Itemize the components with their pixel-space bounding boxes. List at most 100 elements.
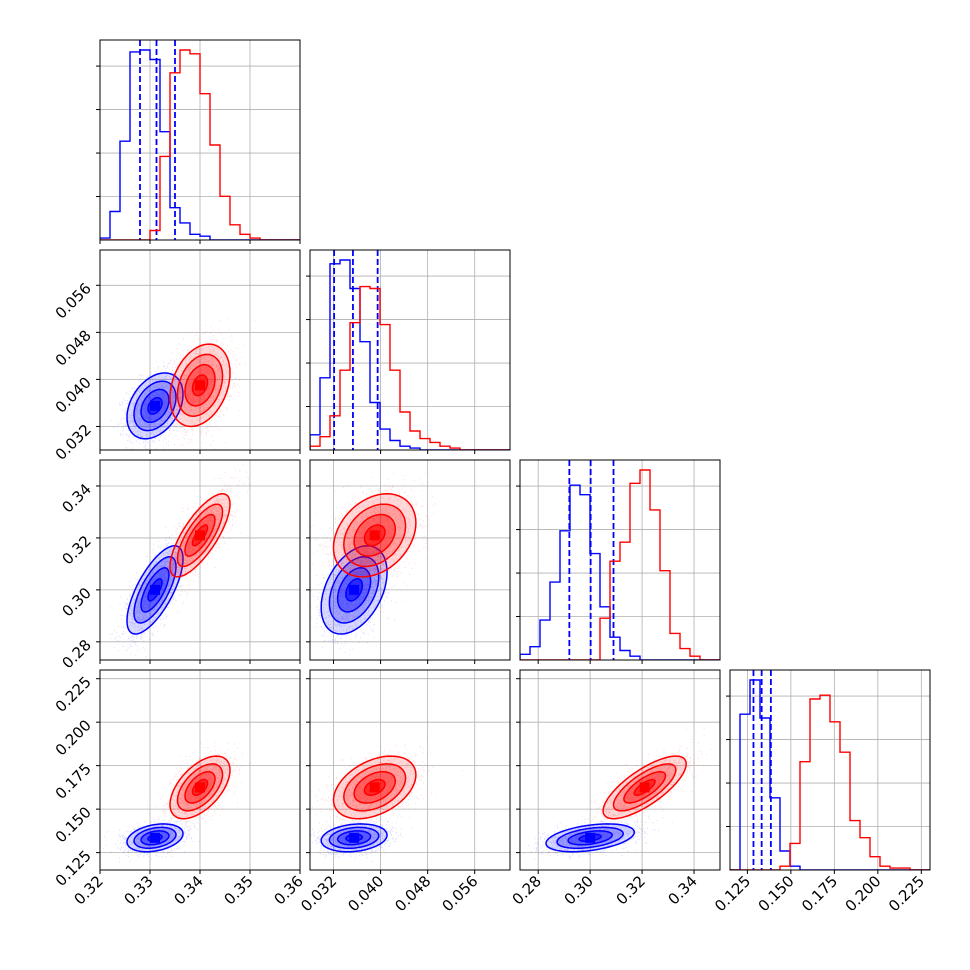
y-tick-label: 0.30 [58, 584, 94, 620]
panel-3-1: 0.032 0.040 0.048 0.056 [297, 669, 511, 915]
panel-2-0: 0.28 0.30 0.32 0.34 [58, 459, 301, 672]
density-peak-0 [349, 832, 360, 843]
contour-line-1 [176, 353, 224, 417]
panel-2-2 [516, 459, 721, 664]
y-tick-label: 0.056 [52, 279, 95, 322]
y-tick-label: 0.200 [52, 716, 95, 759]
contour-line-1 [169, 755, 231, 820]
contour-line-1 [612, 763, 677, 812]
contour-line-1 [184, 363, 216, 407]
panel-2-1 [306, 459, 511, 664]
contour-line-0 [133, 826, 177, 850]
y-tick-label: 0.34 [58, 480, 94, 516]
contour-line-0 [336, 830, 372, 846]
contour-line-1 [169, 493, 231, 578]
contour-line-0 [133, 556, 177, 624]
scatter-points-1 [310, 473, 438, 617]
y-tick-label: 0.040 [52, 374, 95, 417]
density-peak-1 [195, 380, 205, 391]
contour-line-0 [556, 826, 624, 850]
x-tick-label: 0.048 [391, 872, 434, 915]
y-tick-label: 0.225 [52, 673, 95, 716]
y-tick-label: 0.32 [58, 532, 94, 568]
density-peak-1 [195, 782, 205, 793]
contour-line-0 [328, 556, 380, 624]
histogram-0 [520, 484, 720, 660]
x-tick-label: 0.34 [665, 872, 701, 908]
x-tick-label: 0.34 [170, 872, 206, 908]
contour-line-1 [602, 755, 687, 820]
y-tick-label: 0.150 [52, 803, 95, 846]
histogram-1 [310, 285, 510, 450]
density-peak-0 [585, 832, 596, 843]
density-peak-0 [150, 584, 160, 595]
contour-line-1 [623, 770, 667, 804]
contour-line-1 [353, 770, 397, 804]
panel-3-0: 0.32 0.33 0.34 0.35 0.360.1250.1500.1750.200… [52, 669, 307, 908]
y-tick-label: 0.032 [52, 421, 95, 464]
contour-line-1 [633, 778, 656, 796]
x-tick-label: 0.056 [438, 872, 481, 915]
x-tick-label: 0.125 [711, 872, 754, 915]
contour-line-1 [191, 374, 209, 397]
contour-line-0 [140, 830, 170, 846]
density-peak-0 [150, 832, 160, 843]
contour-line-1 [332, 755, 417, 820]
density-peak-1 [369, 530, 380, 541]
panel-frame [309, 459, 511, 661]
contour-line-1 [176, 503, 224, 568]
contour-line-1 [363, 778, 386, 796]
density-peak-1 [195, 530, 205, 541]
panel-frame [309, 669, 511, 871]
scatter-points-0 [111, 343, 201, 450]
x-tick-label: 0.32 [613, 872, 649, 908]
contour-line-0 [328, 826, 380, 850]
panel-frame [729, 669, 931, 871]
panel-frame [309, 249, 511, 451]
y-tick-label: 0.28 [58, 636, 94, 672]
contour-line-1 [184, 770, 216, 804]
contour-line-0 [140, 388, 170, 424]
contour-line-1 [184, 513, 216, 557]
contour-line-1 [343, 763, 407, 812]
contour-line-0 [126, 544, 184, 635]
panel-frame [519, 459, 721, 661]
contour-line-1 [343, 503, 407, 568]
panel-3-2: 0.28 0.30 0.32 0.34 [509, 669, 721, 908]
contour-line-1 [169, 343, 231, 428]
x-tick-label: 0.200 [842, 872, 885, 915]
x-tick-label: 0.150 [755, 872, 798, 915]
contour-line-0 [545, 823, 636, 853]
y-tick-label: 0.048 [52, 326, 95, 369]
histogram-1 [730, 694, 930, 870]
x-tick-label: 0.30 [561, 872, 597, 908]
contour-line-1 [176, 763, 224, 812]
contour-line-0 [345, 578, 364, 602]
panel-3-3: 0.125 0.150 0.175 0.200 0.225 [711, 669, 931, 915]
x-tick-label: 0.175 [798, 872, 841, 915]
histogram-1 [520, 469, 720, 660]
contour-line-0 [320, 823, 388, 853]
panel-frame [519, 669, 721, 871]
density-peak-0 [150, 400, 160, 411]
x-tick-label: 0.040 [344, 872, 387, 915]
contour-line-0 [126, 372, 184, 440]
x-tick-label: 0.35 [220, 872, 256, 908]
contour-line-0 [567, 830, 613, 846]
x-tick-label: 0.28 [509, 872, 545, 908]
contour-line-0 [336, 567, 372, 613]
contour-line-1 [332, 493, 417, 578]
x-tick-label: 0.33 [120, 872, 156, 908]
contour-line-1 [353, 513, 397, 557]
panel-0-0 [96, 39, 301, 244]
contour-line-0 [578, 833, 602, 843]
density-peak-1 [639, 782, 650, 793]
contour-line-0 [133, 380, 177, 432]
scatter-points-1 [149, 318, 256, 450]
y-tick-label: 0.175 [52, 760, 95, 803]
contour-line-1 [363, 524, 386, 547]
panel-1-1 [306, 249, 511, 454]
density-peak-1 [369, 782, 380, 793]
